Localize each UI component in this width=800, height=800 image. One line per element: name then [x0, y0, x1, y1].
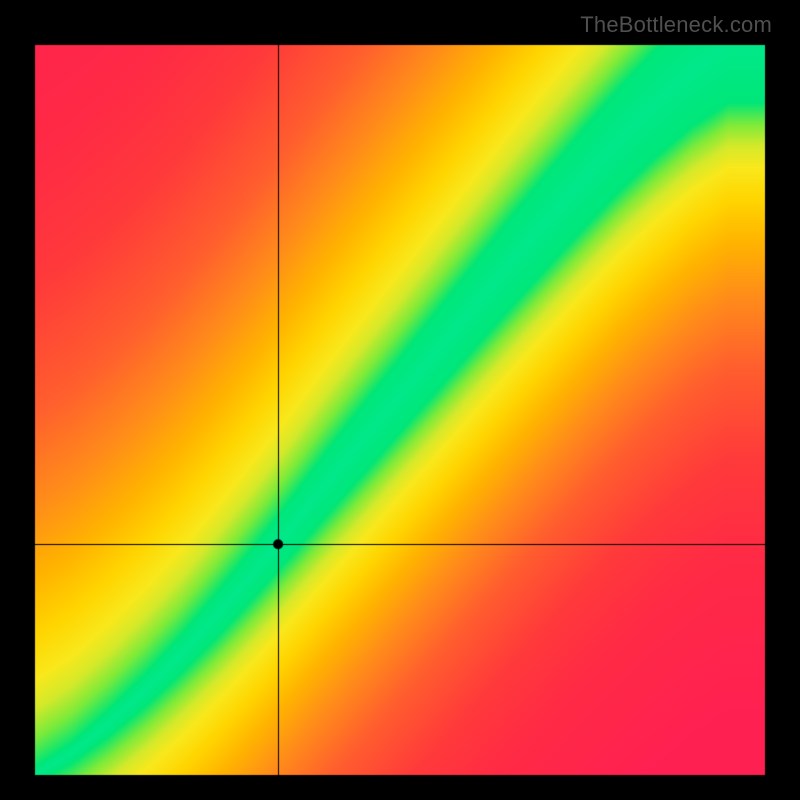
watermark-text: TheBottleneck.com — [580, 12, 772, 38]
bottleneck-heatmap — [0, 0, 800, 800]
